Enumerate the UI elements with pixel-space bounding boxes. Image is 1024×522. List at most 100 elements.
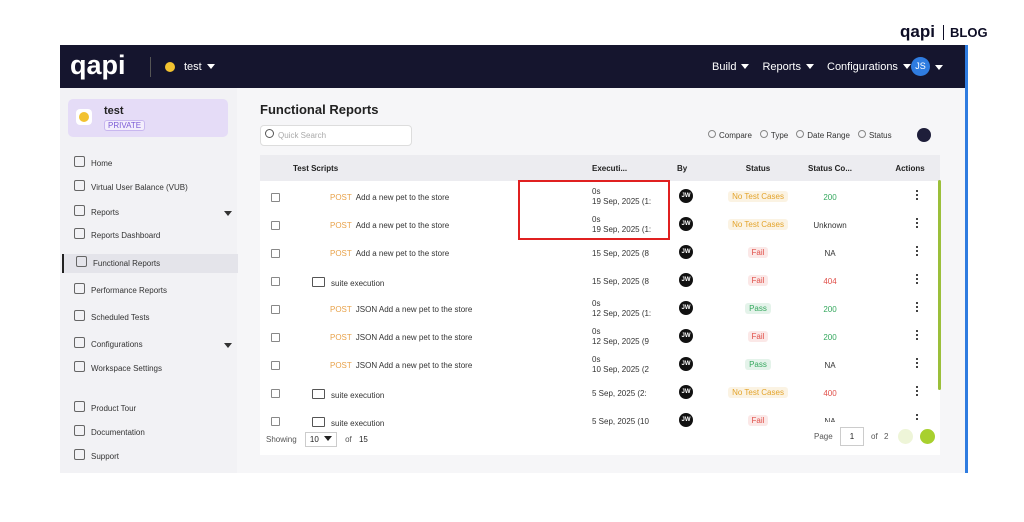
filter[interactable]: Date Range [796,130,850,140]
actions-menu[interactable] [916,386,920,396]
avatar: JW [679,385,693,399]
column-header[interactable]: Test Scripts [293,164,339,173]
checkbox[interactable] [271,277,280,286]
workspace-card[interactable]: test PRIVATE [68,99,228,137]
prev-button[interactable] [898,429,913,444]
table-row[interactable]: POST JSON Add a new pet to the store 0s 10 … [260,351,940,379]
script-name[interactable]: POST JSON Add a new pet to the store [330,305,472,314]
nav-item[interactable]: Functional Reports [62,254,238,273]
table-row[interactable]: POST Add a new pet to the store 15 Sep, 20… [260,239,940,267]
filter-label: Date Range [807,131,850,140]
nav-item[interactable]: Scheduled Tests [62,308,236,327]
nav-label: Support [91,452,120,461]
filter[interactable]: Type [759,130,789,140]
avatar: JW [679,217,693,231]
column-header[interactable]: Status [745,164,771,173]
nav-label: Home [91,159,113,168]
checkbox[interactable] [271,305,280,314]
nav-item[interactable]: Performance Reports [62,281,236,300]
duration: 0s [592,299,601,308]
nav-item[interactable]: Support [62,447,119,466]
nav-item[interactable]: Virtual User Balance (VUB) [62,178,236,197]
logo[interactable]: qapi [70,50,126,80]
actions-menu[interactable] [916,246,920,256]
duration: 0s [592,187,601,196]
status: Pass [745,303,771,314]
menu-label: Configurations [827,61,898,73]
workspace-name: test [184,61,202,73]
script-name[interactable]: suite execution [312,277,384,288]
nav-item[interactable]: Home [62,154,236,173]
checkbox[interactable] [271,333,280,342]
script-name[interactable]: POST JSON Add a new pet to the store [330,333,472,342]
table-row[interactable]: suite execution 15 Sep, 2025 (8 JW Fail 404 [260,267,940,295]
script-label: Add a new pet to the store [355,221,450,230]
nav-item[interactable]: Documentation [62,423,145,442]
next-button[interactable] [920,429,935,444]
page-input[interactable]: 1 [840,427,864,446]
actions-menu[interactable] [916,302,920,312]
script-name[interactable]: POST Add a new pet to the store [330,221,449,230]
status: No Test Cases [728,387,788,398]
script-name[interactable]: POST JSON Add a new pet to the store [330,361,472,370]
refresh-button[interactable] [917,128,931,142]
script-name[interactable]: POST Add a new pet to the store [330,193,449,202]
date: 12 Sep, 2025 (9 [592,337,649,346]
column-header[interactable]: Executi... [592,164,628,173]
actions-menu[interactable] [916,358,920,368]
column-header[interactable]: By [677,164,688,173]
page-size-select[interactable]: 10 [304,432,337,447]
avatar[interactable]: JS [911,57,930,76]
actions-menu[interactable] [916,330,920,340]
actions-menu[interactable] [916,414,920,424]
script-name[interactable]: suite execution [312,389,384,400]
nav-item[interactable]: Reports [62,203,236,222]
checkbox[interactable] [271,417,280,426]
script-name[interactable]: POST Add a new pet to the store [330,249,449,258]
menu: Build Reports Configurations [712,61,924,73]
actions-menu[interactable] [916,274,920,284]
filter-label: Type [770,131,789,140]
filter[interactable]: Compare [708,130,752,140]
date: 19 Sep, 2025 (1: [592,225,652,234]
checkbox[interactable] [271,221,280,230]
table-row[interactable]: POST JSON Add a new pet to the store 0s 12 … [260,323,940,351]
status-badge: Fail [723,331,793,342]
filter[interactable]: Status [857,130,892,140]
nav-item[interactable]: Product Tour [62,399,136,418]
actions-menu[interactable] [916,218,920,228]
menu-item[interactable]: Configurations [827,61,911,73]
menu-item[interactable]: Reports [762,61,814,73]
table-row[interactable]: suite execution 5 Sep, 2025 (2: JW No Test … [260,379,940,407]
sidebar: test PRIVATE Home Virtual User Balance (V… [60,88,238,473]
checkbox[interactable] [271,389,280,398]
checkbox[interactable] [271,193,280,202]
date: 15 Sep, 2025 (8 [592,249,649,258]
checkbox[interactable] [271,361,280,370]
actions-menu[interactable] [916,190,920,200]
column-header[interactable]: Actions [895,164,925,173]
script-name[interactable]: suite execution [312,417,384,428]
brand-blog[interactable]: BLOG [943,25,988,40]
column-header[interactable]: Status Co... [807,164,852,173]
filter-label: Status [868,131,892,140]
nav-item[interactable]: Configurations [62,335,236,354]
table-row[interactable]: POST JSON Add a new pet to the store 0s 12 … [260,295,940,323]
date: 10 Sep, 2025 (2 [592,365,649,374]
search-box[interactable]: Quick Search [260,125,412,146]
status: Fail [747,275,769,286]
checkbox[interactable] [271,249,280,258]
nav-label: Configurations [91,340,143,349]
workspace-switcher[interactable]: test [184,61,215,73]
table-row[interactable]: POST Add a new pet to the store 0s 19 Sep, … [260,211,940,239]
nav-item[interactable]: Reports Dashboard [62,226,236,245]
avatar: JW [679,329,693,343]
status-code: 200 [823,305,837,314]
menu-item[interactable]: Build [712,61,750,73]
table-row[interactable]: POST Add a new pet to the store 0s 19 Sep, … [260,183,940,211]
nav-item[interactable]: Workspace Settings [62,359,236,378]
table-row[interactable]: suite execution 5 Sep, 2025 (10 JW Fail NA [260,407,940,435]
script-label: suite execution [331,419,385,428]
duration: 0s [592,215,601,224]
